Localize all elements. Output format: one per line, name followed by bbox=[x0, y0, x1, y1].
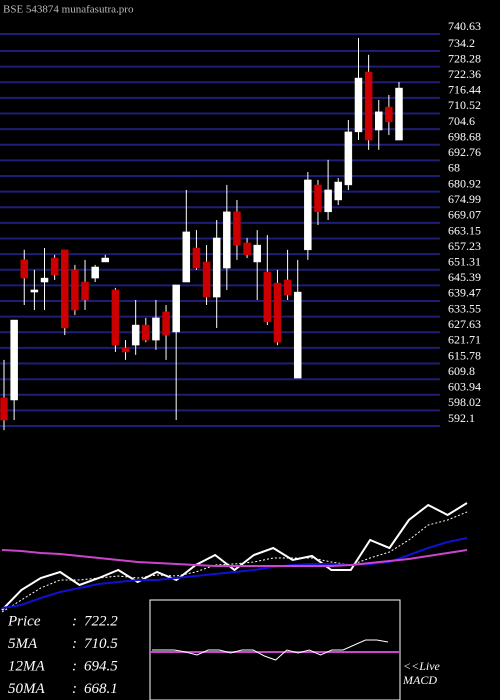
candle-body bbox=[212, 237, 221, 298]
legend-separator: : bbox=[72, 658, 77, 674]
candle-body bbox=[283, 279, 292, 296]
legend-value: 694.5 bbox=[84, 658, 118, 674]
y-tick-label: 621.71 bbox=[448, 333, 481, 347]
candle-body bbox=[81, 281, 89, 301]
candle-body bbox=[233, 211, 241, 246]
y-tick-label: 710.52 bbox=[448, 98, 481, 112]
y-tick-label: 704.6 bbox=[448, 114, 475, 128]
y-tick-label: 633.55 bbox=[448, 301, 481, 315]
candle-body bbox=[202, 261, 211, 298]
legend-name: Price bbox=[7, 613, 41, 629]
y-tick-label: 609.8 bbox=[448, 364, 475, 378]
candle-body bbox=[71, 269, 79, 311]
y-tick-label: 674.99 bbox=[448, 192, 481, 206]
candle-body bbox=[40, 277, 49, 283]
candle-body bbox=[354, 77, 363, 133]
candle-body bbox=[304, 179, 312, 251]
candle-body bbox=[121, 347, 130, 353]
indicator-line bbox=[1, 502, 468, 611]
candle-body bbox=[395, 87, 403, 141]
candle-body bbox=[223, 211, 231, 269]
chart-title: BSE 543874 munafasutra.pro bbox=[3, 4, 134, 16]
y-tick-label: 615.78 bbox=[448, 348, 481, 362]
macd-line bbox=[152, 639, 389, 661]
y-tick-label: 698.68 bbox=[448, 129, 481, 143]
candle-body bbox=[20, 259, 29, 279]
candle-body bbox=[192, 247, 201, 269]
y-tick-label: 716.44 bbox=[448, 83, 481, 97]
legend-separator: : bbox=[72, 681, 77, 697]
y-tick-label: 680.92 bbox=[448, 176, 481, 190]
macd-box bbox=[149, 599, 401, 700]
candle-body bbox=[10, 319, 18, 401]
candle-body bbox=[61, 249, 69, 329]
legend-separator: : bbox=[72, 636, 77, 652]
candle-body bbox=[182, 231, 191, 283]
candle-body bbox=[253, 244, 261, 263]
y-tick-label: 627.63 bbox=[448, 317, 481, 331]
candle-body bbox=[162, 311, 170, 336]
candle-body bbox=[142, 324, 150, 341]
candle-body bbox=[273, 282, 282, 343]
legend-value: 710.5 bbox=[84, 636, 118, 652]
candle-body bbox=[263, 271, 272, 323]
y-tick-label: 68 bbox=[448, 161, 460, 175]
legend-name: 5MA bbox=[8, 636, 38, 652]
legend-name: 50MA bbox=[8, 681, 45, 697]
indicator-line bbox=[1, 511, 468, 613]
candle-body bbox=[111, 289, 120, 346]
candle-body bbox=[293, 291, 302, 379]
legend-value: 668.1 bbox=[84, 681, 118, 697]
candle-body bbox=[0, 397, 8, 421]
candle-body bbox=[91, 266, 99, 279]
indicator-line bbox=[1, 549, 468, 567]
y-tick-label: 692.76 bbox=[448, 145, 481, 159]
y-tick-label: 722.36 bbox=[448, 67, 481, 81]
legend-value: 722.2 bbox=[84, 613, 118, 629]
candle-body bbox=[243, 242, 251, 256]
candle-body bbox=[152, 317, 160, 341]
y-tick-label: 728.28 bbox=[448, 51, 481, 65]
legend-separator: : bbox=[72, 613, 77, 629]
candle-body bbox=[364, 71, 373, 141]
y-tick-label: 669.07 bbox=[448, 208, 481, 222]
y-tick-label: 657.23 bbox=[448, 239, 481, 253]
candle-body bbox=[50, 257, 59, 276]
y-tick-label: 740.63 bbox=[448, 19, 481, 33]
legend-name: 12MA bbox=[8, 658, 45, 674]
y-tick-label: 598.02 bbox=[448, 395, 481, 409]
candle-body bbox=[324, 189, 332, 213]
y-tick-label: 592.1 bbox=[448, 411, 475, 425]
candle-body bbox=[30, 289, 39, 293]
candle-body bbox=[314, 184, 322, 213]
macd-label: MACD bbox=[402, 673, 437, 687]
y-tick-label: 663.15 bbox=[448, 223, 481, 237]
y-tick-label: 603.94 bbox=[448, 380, 481, 394]
y-tick-label: 645.39 bbox=[448, 270, 481, 284]
y-tick-label: 651.31 bbox=[448, 254, 481, 268]
candle-body bbox=[334, 181, 342, 201]
candle-body bbox=[101, 257, 110, 263]
candle-body bbox=[131, 324, 140, 346]
y-tick-label: 639.47 bbox=[448, 286, 481, 300]
y-tick-label: 734.2 bbox=[448, 36, 475, 50]
candle-body bbox=[385, 106, 393, 123]
candle-body bbox=[344, 131, 353, 186]
candle-body bbox=[172, 284, 180, 333]
candle-body bbox=[374, 111, 383, 131]
macd-label: <<Live bbox=[403, 659, 441, 673]
